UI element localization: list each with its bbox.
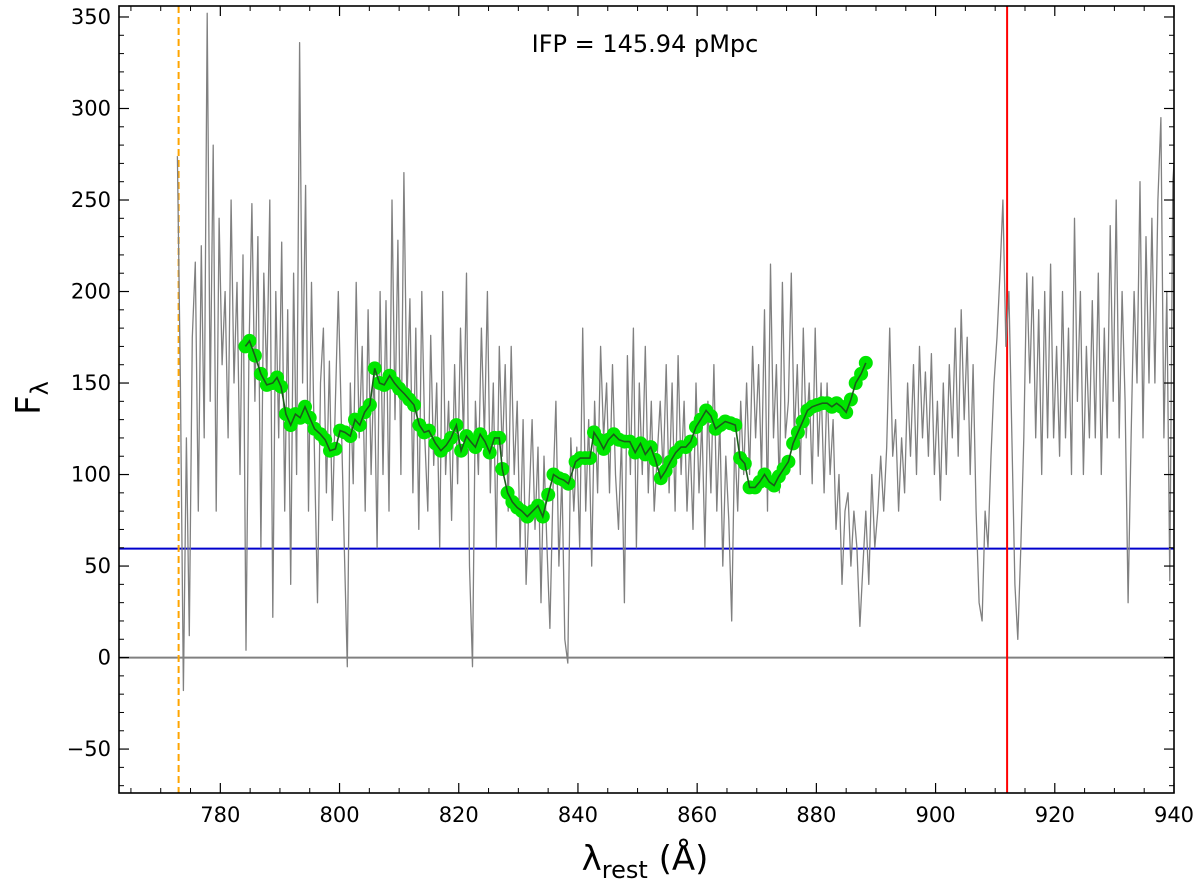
x-tick-label: 860 xyxy=(677,803,717,827)
spectrum-series xyxy=(176,12,1174,692)
y-tick-label: −50 xyxy=(67,737,111,761)
x-tick-label: 940 xyxy=(1154,803,1194,827)
y-tick-label: 300 xyxy=(71,96,111,120)
y-tick-label: 150 xyxy=(71,371,111,395)
smoothed-flux-series xyxy=(238,333,873,524)
plot-border xyxy=(118,5,1175,794)
y-tick-label: 100 xyxy=(71,463,111,487)
axis-ticks: 780 800 820 840 860 880 900 920 940 −50 0 50 100 150 2… xyxy=(67,5,1194,827)
x-tick-label: 820 xyxy=(439,803,479,827)
y-axis-title-sub: λ xyxy=(26,381,54,395)
y-tick-label: 350 xyxy=(71,5,111,29)
x-axis-title-unit: (Å) xyxy=(648,838,709,879)
y-tick-label: 0 xyxy=(98,646,111,670)
x-axis-title: λrest (Å) xyxy=(582,838,709,884)
spectrum-line xyxy=(176,12,1174,692)
x-tick-label: 920 xyxy=(1035,803,1075,827)
y-tick-label: 250 xyxy=(71,188,111,212)
smoothed-flux-line xyxy=(244,339,867,520)
x-tick-label: 880 xyxy=(796,803,836,827)
x-axis-title-main: λ xyxy=(582,839,602,879)
ifp-annotation: IFP = 145.94 pMpc xyxy=(532,30,759,58)
x-tick-label: 800 xyxy=(319,803,359,827)
y-axis-title: Fλ xyxy=(9,381,54,415)
y-tick-label: 200 xyxy=(71,280,111,304)
x-axis-title-sub: rest xyxy=(602,856,648,884)
x-tick-label: 840 xyxy=(558,803,598,827)
x-tick-label: 900 xyxy=(916,803,956,827)
x-tick-label: 780 xyxy=(200,803,240,827)
y-tick-label: 50 xyxy=(84,554,111,578)
y-axis-title-main: F xyxy=(9,395,49,415)
reference-lines xyxy=(119,6,1174,793)
plot-frame xyxy=(118,5,1175,794)
